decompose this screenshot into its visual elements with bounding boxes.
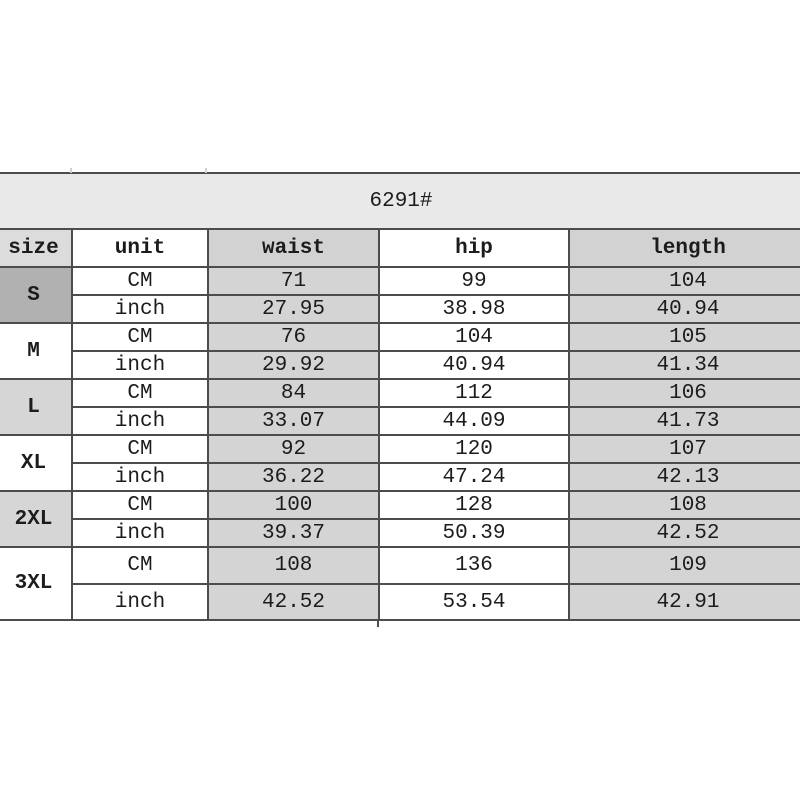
chart-title: 6291# [0,172,800,230]
table-row-2XL-cm: 2XL CM 100 128 108 [0,490,800,548]
unit-cell-XL-cm: CM [71,434,209,464]
value-cell-S-cm-length: 104 [567,266,800,296]
value-cell-L-cm-waist: 84 [207,378,380,408]
value-cell-2XL-cm-hip: 128 [378,490,570,520]
size-cell-M: M [0,322,73,380]
unit-cell-M-cm: CM [71,322,209,352]
table-row-3XL-cm: 3XL CM 108 136 109 [0,546,800,621]
header-length: length [567,228,800,268]
value-cell-XL-cm-waist: 92 [207,434,380,464]
border-artifact-tick [70,168,72,173]
value-cell-2XL-inch-hip: 50.39 [378,518,570,548]
border-artifact-tick [205,168,207,173]
value-cell-2XL-cm-waist: 100 [207,490,380,520]
value-cell-M-cm-length: 105 [567,322,800,352]
value-cell-3XL-inch-waist: 42.52 [207,583,380,621]
value-cell-3XL-cm-hip: 136 [378,546,570,585]
table-row-M-cm: M CM 76 104 105 [0,322,800,380]
value-cell-3XL-cm-length: 109 [567,546,800,585]
value-cell-L-inch-waist: 33.07 [207,406,380,436]
value-cell-L-cm-hip: 112 [378,378,570,408]
value-cell-M-cm-waist: 76 [207,322,380,352]
size-cell-2XL: 2XL [0,490,73,548]
unit-cell-2XL-inch: inch [71,518,209,548]
value-cell-2XL-inch-length: 42.52 [567,518,800,548]
unit-cell-XL-inch: inch [71,462,209,492]
unit-cell-3XL-inch: inch [71,583,209,621]
value-cell-2XL-inch-waist: 39.37 [207,518,380,548]
unit-cell-S-inch: inch [71,294,209,324]
size-cell-3XL: 3XL [0,546,73,621]
value-cell-L-inch-hip: 44.09 [378,406,570,436]
header-unit: unit [71,228,209,268]
table-row-M-inch: inch 29.92 40.94 41.34 [0,350,800,380]
size-chart-table: 6291# size unit waist hip length S CM 71 99… [0,172,800,621]
value-cell-2XL-cm-length: 108 [567,490,800,520]
table-row-XL-inch: inch 36.22 47.24 42.13 [0,462,800,492]
header-row: size unit waist hip length [0,228,800,268]
value-cell-M-cm-hip: 104 [378,322,570,352]
header-waist: waist [207,228,380,268]
value-cell-M-inch-length: 41.34 [567,350,800,380]
value-cell-XL-inch-hip: 47.24 [378,462,570,492]
header-size: size [0,228,73,268]
unit-cell-2XL-cm: CM [71,490,209,520]
header-hip: hip [378,228,570,268]
size-cell-XL: XL [0,434,73,492]
value-cell-M-inch-waist: 29.92 [207,350,380,380]
value-cell-S-cm-hip: 99 [378,266,570,296]
title-row: 6291# [0,172,800,230]
value-cell-3XL-inch-length: 42.91 [567,583,800,621]
size-cell-L: L [0,378,73,436]
value-cell-XL-inch-length: 42.13 [567,462,800,492]
unit-cell-M-inch: inch [71,350,209,380]
value-cell-S-inch-hip: 38.98 [378,294,570,324]
value-cell-L-inch-length: 41.73 [567,406,800,436]
table-row-L-inch: inch 33.07 44.09 41.73 [0,406,800,436]
value-cell-M-inch-hip: 40.94 [378,350,570,380]
value-cell-3XL-inch-hip: 53.54 [378,583,570,621]
value-cell-3XL-cm-waist: 108 [207,546,380,585]
value-cell-XL-inch-waist: 36.22 [207,462,380,492]
unit-cell-S-cm: CM [71,266,209,296]
value-cell-S-cm-waist: 71 [207,266,380,296]
value-cell-XL-cm-hip: 120 [378,434,570,464]
size-cell-S: S [0,266,73,324]
value-cell-S-inch-length: 40.94 [567,294,800,324]
table-row-S-inch: inch 27.95 38.98 40.94 [0,294,800,324]
table-row-XL-cm: XL CM 92 120 107 [0,434,800,492]
table-row-3XL-inch: inch 42.52 53.54 42.91 [0,583,800,621]
table-row-L-cm: L CM 84 112 106 [0,378,800,436]
table-row-2XL-inch: inch 39.37 50.39 42.52 [0,518,800,548]
border-artifact-tick [377,620,379,627]
unit-cell-L-cm: CM [71,378,209,408]
value-cell-L-cm-length: 106 [567,378,800,408]
unit-cell-3XL-cm: CM [71,546,209,585]
value-cell-XL-cm-length: 107 [567,434,800,464]
unit-cell-L-inch: inch [71,406,209,436]
value-cell-S-inch-waist: 27.95 [207,294,380,324]
table-row-S-cm: S CM 71 99 104 [0,266,800,324]
